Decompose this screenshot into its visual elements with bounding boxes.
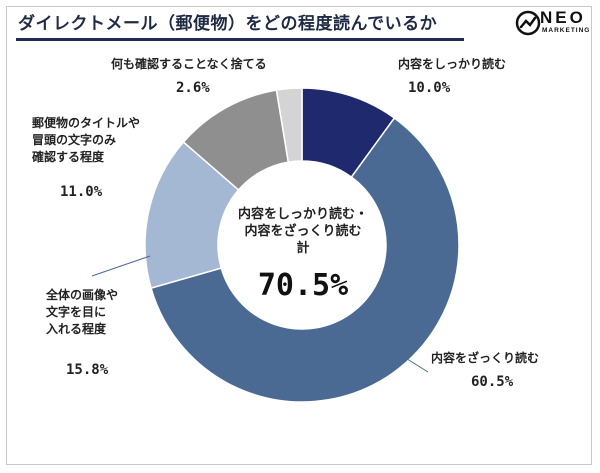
label-slice4-line: 何も確認することなく捨てる [111, 57, 267, 71]
chart-frame [6, 6, 592, 465]
label-slice1-line: 内容をざっくり読む [431, 351, 540, 365]
label-slice3-line3: 確認する程度 [32, 150, 105, 164]
title-underline [16, 38, 464, 41]
center-label-line1: 内容をしっかり読む・ [237, 207, 368, 222]
chart-title: ダイレクトメール（郵便物）をどの程度読んでいるか [18, 14, 438, 34]
center-value: 70.5% [257, 268, 349, 303]
label-slice3-line1: 郵便物のタイトルや [32, 116, 141, 130]
label-slice4: 何も確認することなく捨てる [111, 56, 267, 73]
logo-wordmark: NEO [540, 8, 586, 27]
label-slice1: 内容をざっくり読む [431, 350, 539, 367]
label-slice2-line1: 全体の画像や [46, 288, 119, 302]
center-label-line2: 内容をざっくり読む [244, 224, 362, 239]
label-slice2: 全体の画像や 文字を目に 入れる程度 [46, 287, 118, 338]
pct-slice0: 10.0% [408, 80, 451, 96]
donut-slice-4 [275, 87, 303, 163]
label-slice0: 内容をしっかり読む [398, 56, 506, 73]
logo-subtext: MARKETING [542, 27, 591, 34]
pct-slice1: 60.5% [471, 374, 514, 390]
leader-line-slice1 [395, 351, 429, 373]
center-label: 内容をしっかり読む・ 内容をざっくり読む 計 [220, 206, 386, 257]
logo-icon [515, 10, 541, 36]
label-slice2-line3: 入れる程度 [46, 322, 107, 336]
pct-slice2: 15.8% [66, 362, 109, 378]
pct-slice4: 2.6% [176, 80, 210, 96]
center-label-line3: 計 [296, 241, 310, 256]
label-slice2-line2: 文字を目に [46, 305, 107, 319]
leader-line-slice2 [91, 255, 151, 277]
donut-slice-1 [150, 116, 460, 403]
pct-slice3: 11.0% [60, 184, 103, 200]
label-slice0-line: 内容をしっかり読む [398, 57, 507, 71]
label-slice3-line2: 冒頭の文字のみ [32, 133, 117, 147]
label-slice3: 郵便物のタイトルや 冒頭の文字のみ 確認する程度 [32, 115, 140, 166]
